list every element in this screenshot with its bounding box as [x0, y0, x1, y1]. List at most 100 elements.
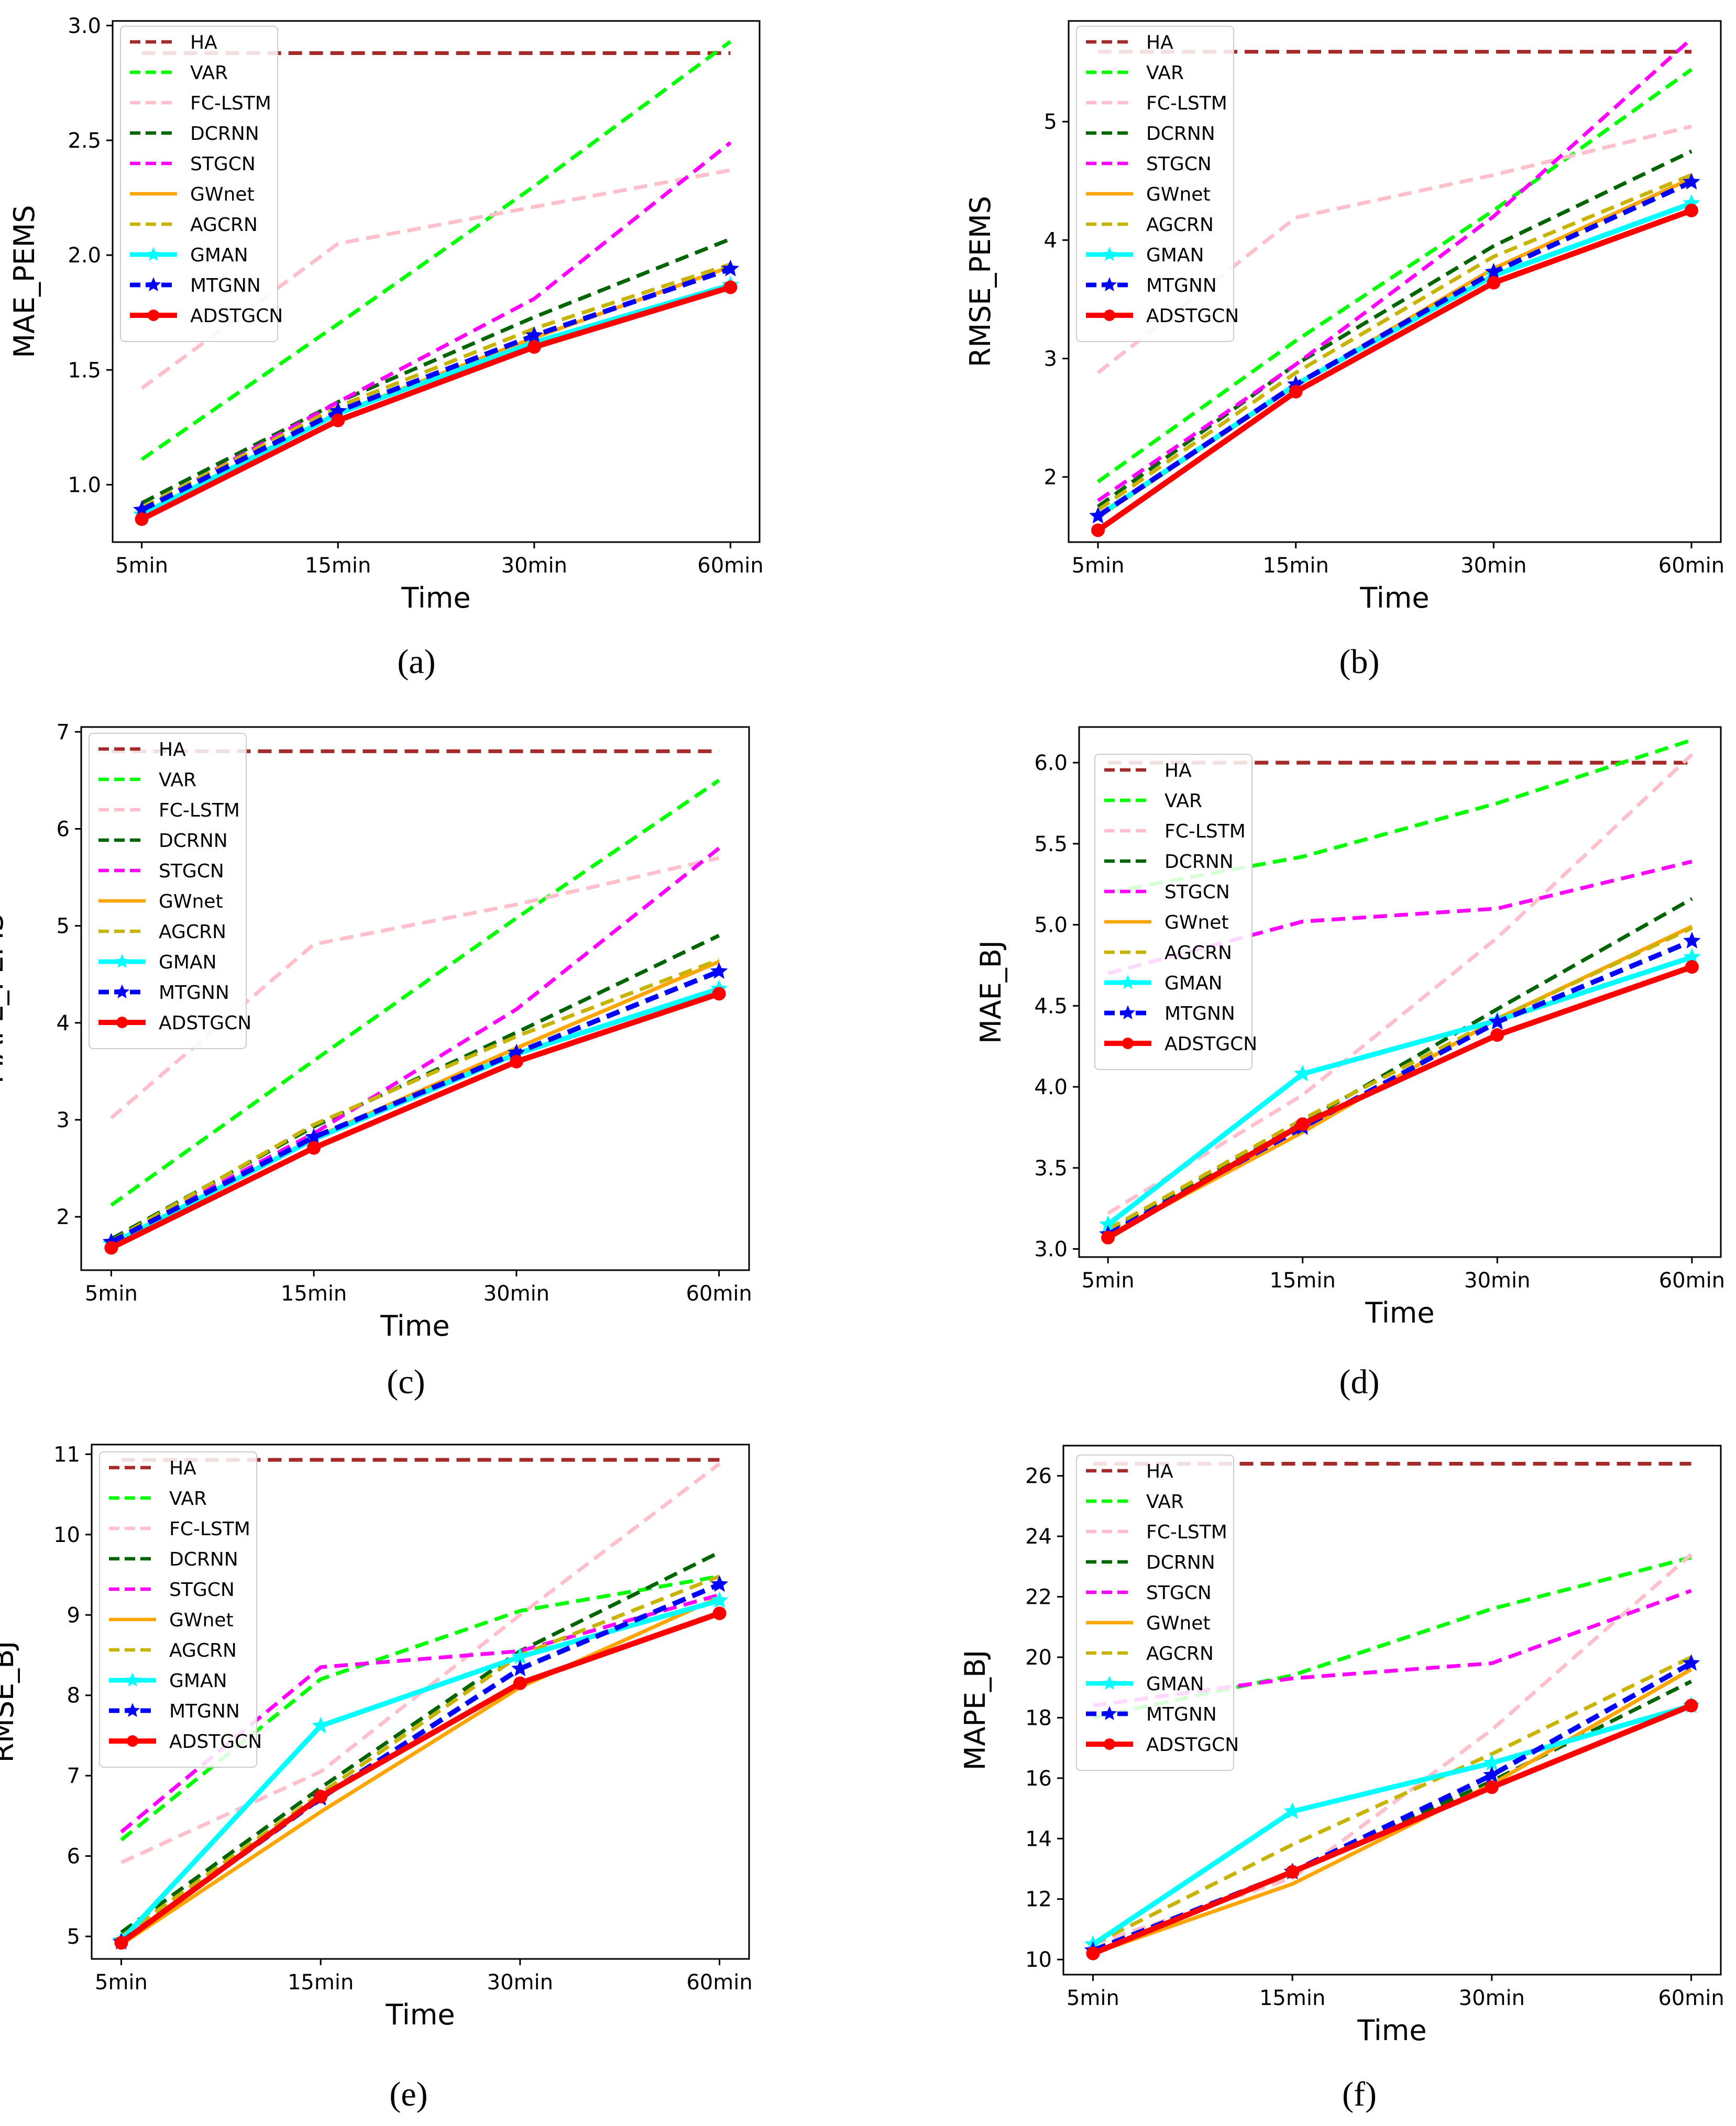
data-point [723, 280, 738, 294]
series-line [1107, 926, 1693, 1231]
y-tick-label: 3.0 [68, 14, 101, 38]
legend-label: GMAN [1164, 973, 1223, 994]
x-tick-label: 60min [686, 1282, 752, 1306]
x-tick-label: 30min [1460, 554, 1526, 578]
legend-label: FC-LSTM [190, 93, 271, 114]
series-dcrnn [1107, 897, 1693, 1233]
legend-label: GWnet [1146, 1613, 1211, 1634]
series-line [1096, 201, 1693, 519]
data-point [1091, 523, 1105, 537]
legend-label: MTGNN [1146, 1704, 1217, 1725]
x-tick-label: 60min [686, 1970, 752, 1995]
legend-box [1076, 1455, 1234, 1771]
data-point [509, 1054, 523, 1068]
legend-label: ADSTGCN [190, 305, 283, 327]
legend: HA VAR FC-LSTM DCRNN STGCN GWnet AGCRN GMAN MTGN… [99, 1451, 262, 1768]
data-point [1684, 1699, 1698, 1713]
legend-label: VAR [1146, 62, 1184, 84]
legend-label: GMAN [159, 952, 217, 973]
legend-label: STGCN [1146, 1582, 1212, 1604]
x-tick-label: 5min [95, 1970, 148, 1995]
legend-marker [146, 277, 161, 291]
data-point [1295, 1117, 1310, 1131]
series-line [120, 1574, 720, 1938]
y-tick-label: 11 [53, 1442, 80, 1467]
data-point [1488, 1012, 1506, 1030]
series-line [120, 1595, 720, 1946]
series-gwnet [1092, 1667, 1693, 1955]
y-tick-label: 2.0 [68, 244, 101, 268]
series-line [1092, 1703, 1693, 1956]
legend-box [120, 26, 278, 342]
data-point [114, 1936, 128, 1950]
legend-label: AGCRN [190, 214, 258, 236]
data-point [710, 1591, 729, 1608]
legend-marker [1104, 310, 1115, 321]
data-point [1483, 1766, 1501, 1783]
data-point [712, 987, 726, 1001]
legend-marker [146, 247, 161, 261]
legend-label: MTGNN [169, 1701, 240, 1722]
legend: HA VAR FC-LSTM DCRNN STGCN GWnet AGCRN GMAN MTGN… [1076, 26, 1239, 342]
data-point [1487, 276, 1501, 290]
data-point [1099, 1215, 1117, 1232]
legend-marker [1104, 1738, 1115, 1750]
y-axis-title: MAE_BJ [974, 940, 1007, 1044]
y-tick-label: 9 [67, 1603, 80, 1627]
data-point [710, 962, 728, 979]
legend-label: AGCRN [1164, 942, 1232, 964]
plot-frame [80, 726, 750, 1271]
y-tick-label: 5.5 [1034, 832, 1068, 856]
series-line [110, 991, 720, 1251]
legend-label: GWnet [159, 891, 223, 912]
x-tick-label: 60min [1659, 1269, 1725, 1293]
series-fc-lstm [1107, 753, 1694, 1215]
series-line [1107, 860, 1693, 975]
series-stgcn [1096, 37, 1693, 502]
plot-frame [1068, 20, 1722, 543]
data-point [1289, 384, 1303, 399]
legend-label: GWnet [190, 184, 255, 205]
legend-label: VAR [1146, 1491, 1184, 1513]
y-tick-label: 3.5 [1034, 1156, 1068, 1181]
series-agcrn [1107, 926, 1693, 1231]
data-point [133, 501, 151, 517]
legend-label: STGCN [169, 1579, 235, 1601]
legend-label: FC-LSTM [1146, 1522, 1227, 1543]
legend-marker [1122, 1038, 1134, 1049]
series-stgcn [1093, 1589, 1692, 1708]
legend: HA VAR FC-LSTM DCRNN STGCN GWnet AGCRN GMAN MTGN… [1076, 1455, 1239, 1771]
legend-label: GWnet [169, 1610, 234, 1631]
data-point [710, 1575, 729, 1592]
series-line [140, 284, 731, 522]
data-point [1683, 173, 1700, 190]
legend-label: STGCN [190, 153, 256, 175]
legend-label: GMAN [190, 245, 248, 266]
x-axis-title: Time [1359, 581, 1429, 614]
y-tick-label: 12 [1025, 1888, 1052, 1912]
y-tick-label: 26 [1025, 1464, 1052, 1489]
x-tick-label: 15min [288, 1970, 354, 1995]
legend-label: GMAN [1146, 245, 1204, 266]
legend-label: HA [159, 739, 186, 761]
y-axis-title: MAE_PEMS [8, 205, 41, 358]
legend-label: HA [1146, 32, 1173, 53]
x-tick-label: 30min [484, 1282, 550, 1306]
x-axis-title: Time [1365, 1296, 1434, 1329]
y-tick-label: 6 [57, 817, 70, 841]
series-agcrn [1092, 1655, 1693, 1946]
y-tick-label: 2 [1044, 466, 1057, 490]
legend-label: AGCRN [1146, 1643, 1214, 1665]
x-axis-title: Time [385, 1998, 455, 2031]
series-line [110, 969, 720, 1244]
legend-label: STGCN [1146, 153, 1212, 175]
legend-label: GMAN [1146, 1673, 1204, 1695]
y-tick-label: 2.5 [68, 129, 101, 153]
data-point [1483, 1754, 1501, 1771]
series-line [1091, 1703, 1692, 1947]
series-line [110, 778, 720, 1207]
y-tick-label: 7 [67, 1764, 80, 1788]
series-line [1092, 1655, 1693, 1946]
data-point [1089, 506, 1107, 524]
data-point [307, 1141, 321, 1155]
